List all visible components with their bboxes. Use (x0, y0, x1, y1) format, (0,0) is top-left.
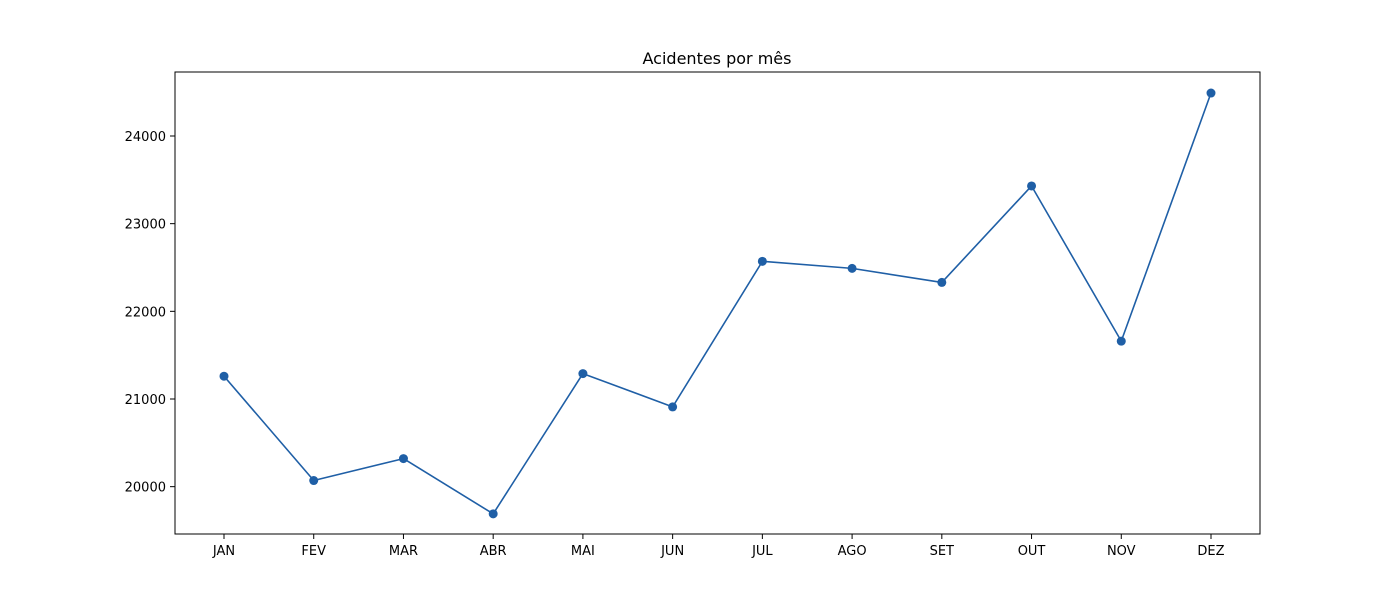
data-point-abr (488, 509, 498, 519)
y-tick-label: 21000 (125, 393, 166, 408)
x-tick-label-jul: JUL (751, 544, 773, 559)
data-point-fev (309, 476, 319, 486)
y-tick-label: 22000 (125, 305, 166, 320)
y-tick-label: 20000 (125, 481, 166, 496)
x-tick-label-out: OUT (1018, 544, 1046, 559)
data-point-ago (847, 263, 857, 273)
data-point-mai (578, 369, 588, 379)
x-tick-label-nov: NOV (1107, 544, 1136, 559)
data-point-out (1027, 181, 1037, 191)
y-tick-label: 23000 (125, 218, 166, 233)
chart-title: Acidentes por mês (643, 49, 792, 68)
x-tick-label-ago: AGO (838, 544, 867, 559)
y-tick-label: 24000 (125, 130, 166, 145)
plot-area (174, 71, 1261, 535)
x-tick-label-dez: DEZ (1197, 544, 1224, 559)
x-tick-label-abr: ABR (480, 544, 507, 559)
data-point-jan (219, 371, 229, 381)
data-point-mar (398, 454, 408, 464)
x-tick-label-jun: JUN (660, 544, 684, 559)
y-axis: 20000 21000 22000 23000 24000 (125, 130, 175, 496)
x-tick-label-fev: FEV (301, 544, 326, 559)
data-point-set (937, 277, 947, 287)
data-point-nov (1116, 336, 1126, 346)
data-point-dez (1206, 88, 1216, 98)
x-tick-label-jan: JAN (212, 544, 235, 559)
x-tick-label-mai: MAI (571, 544, 595, 559)
data-point-jul (757, 256, 767, 266)
data-point-jun (668, 402, 678, 412)
x-axis: JAN FEV MAR ABR MAI JUN JUL AGO SET OUT NOV DEZ (212, 534, 1225, 559)
series-line-0 (223, 92, 1212, 515)
x-tick-label-mar: MAR (389, 544, 418, 559)
x-tick-label-set: SET (930, 544, 954, 559)
series-layer (219, 88, 1216, 519)
